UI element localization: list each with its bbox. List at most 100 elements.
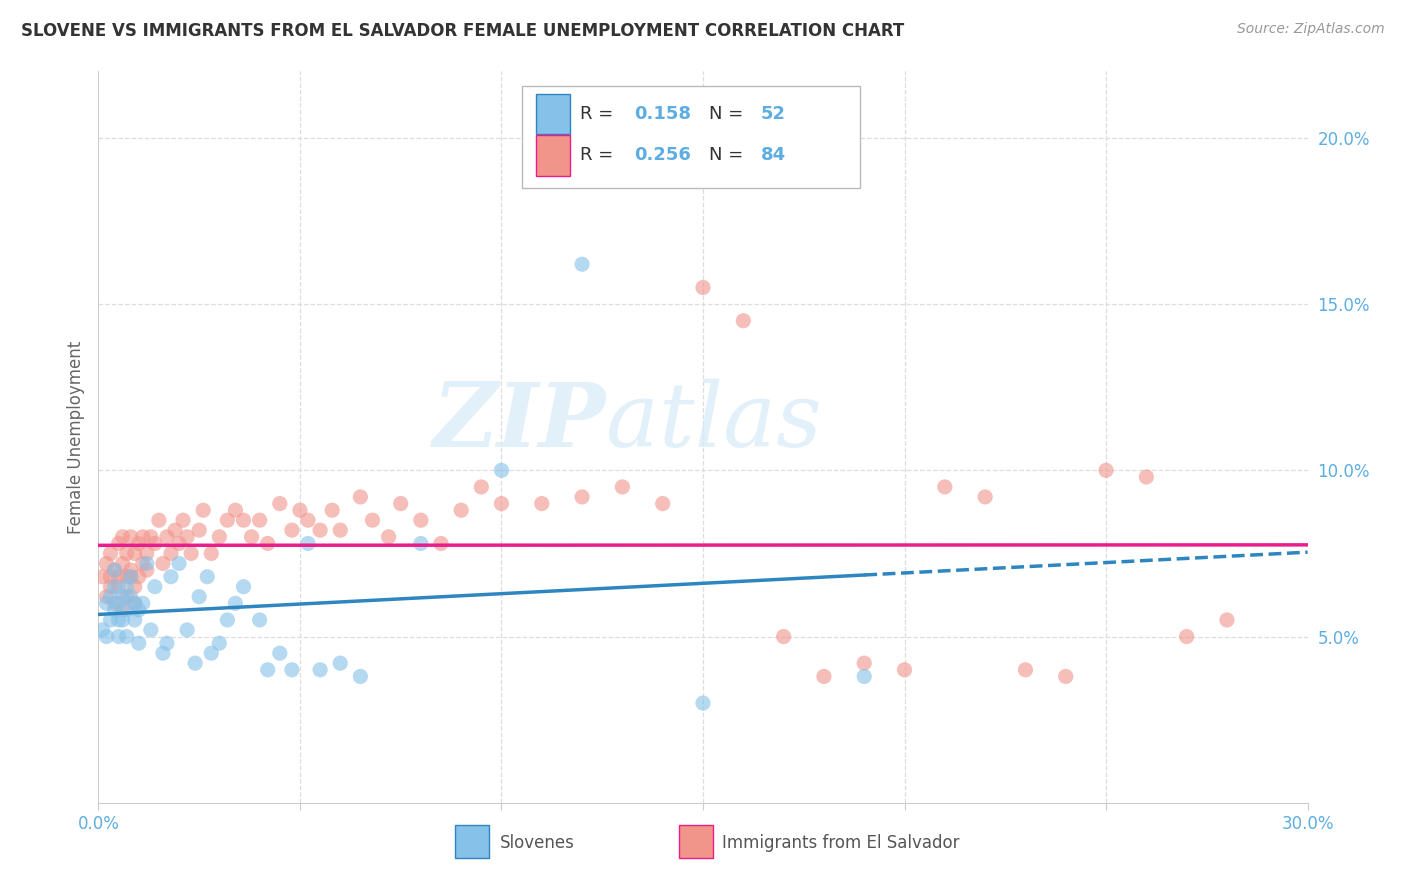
Point: [107, 580, 129, 594]
Point: [103, 563, 125, 577]
Point: [329, 656, 352, 670]
Point: [167, 536, 190, 550]
Point: [143, 580, 166, 594]
Point: [100, 613, 122, 627]
Point: [176, 623, 198, 637]
Point: [120, 570, 142, 584]
Point: [1175, 630, 1198, 644]
Point: [256, 536, 278, 550]
Point: [571, 490, 593, 504]
Point: [111, 530, 134, 544]
Point: [111, 557, 134, 571]
Point: [733, 314, 755, 328]
Point: [256, 663, 278, 677]
Point: [124, 613, 146, 627]
Point: [188, 523, 211, 537]
Point: [195, 570, 218, 584]
Point: [96, 590, 118, 604]
Point: [115, 580, 138, 594]
Point: [974, 490, 997, 504]
Point: [361, 513, 384, 527]
Point: [100, 570, 122, 584]
FancyBboxPatch shape: [536, 94, 569, 134]
Point: [152, 557, 174, 571]
Point: [120, 590, 142, 604]
Point: [132, 530, 155, 544]
Point: [297, 513, 319, 527]
Point: [281, 523, 304, 537]
Point: [200, 546, 222, 560]
Point: [100, 580, 122, 594]
Point: [224, 503, 246, 517]
Point: [349, 669, 371, 683]
Text: ZIP: ZIP: [433, 379, 606, 466]
Text: Slovenes: Slovenes: [501, 834, 575, 852]
Point: [853, 656, 876, 670]
Point: [103, 563, 125, 577]
Point: [103, 580, 125, 594]
Point: [135, 563, 157, 577]
Point: [208, 530, 231, 544]
Point: [321, 503, 343, 517]
Point: [135, 557, 157, 571]
Text: SLOVENE VS IMMIGRANTS FROM EL SALVADOR FEMALE UNEMPLOYMENT CORRELATION CHART: SLOVENE VS IMMIGRANTS FROM EL SALVADOR F…: [21, 22, 904, 40]
Point: [692, 696, 714, 710]
Point: [107, 596, 129, 610]
Y-axis label: Female Unemployment: Female Unemployment: [66, 341, 84, 533]
Text: 52: 52: [761, 104, 786, 123]
Point: [180, 546, 202, 560]
Point: [148, 513, 170, 527]
Point: [128, 570, 150, 584]
Point: [100, 590, 122, 604]
Point: [329, 523, 352, 537]
Point: [1095, 463, 1118, 477]
FancyBboxPatch shape: [522, 86, 860, 188]
Point: [143, 536, 166, 550]
Point: [772, 630, 794, 644]
Point: [160, 570, 183, 584]
Point: [240, 530, 263, 544]
Point: [167, 557, 190, 571]
Point: [132, 596, 155, 610]
Point: [217, 513, 239, 527]
Point: [377, 530, 399, 544]
Point: [135, 546, 157, 560]
Point: [91, 623, 114, 637]
Point: [156, 636, 179, 650]
Point: [813, 669, 835, 683]
FancyBboxPatch shape: [679, 825, 713, 858]
Point: [349, 490, 371, 504]
Point: [188, 590, 211, 604]
Point: [139, 530, 162, 544]
Point: [692, 280, 714, 294]
Point: [107, 613, 129, 627]
Point: [115, 546, 138, 560]
Text: R =: R =: [579, 146, 619, 164]
Text: N =: N =: [709, 146, 749, 164]
Point: [269, 646, 291, 660]
Point: [124, 596, 146, 610]
Point: [409, 536, 432, 550]
Point: [491, 497, 513, 511]
Point: [232, 513, 254, 527]
Point: [160, 546, 183, 560]
Point: [224, 596, 246, 610]
Point: [115, 590, 138, 604]
Point: [1054, 669, 1077, 683]
Point: [530, 497, 553, 511]
FancyBboxPatch shape: [456, 825, 489, 858]
Point: [139, 623, 162, 637]
Point: [176, 530, 198, 544]
Point: [184, 656, 207, 670]
Point: [91, 570, 114, 584]
Text: 0.158: 0.158: [634, 104, 692, 123]
Point: [1135, 470, 1157, 484]
Point: [389, 497, 412, 511]
Point: [470, 480, 492, 494]
Point: [132, 557, 155, 571]
Point: [249, 513, 271, 527]
Point: [111, 613, 134, 627]
Point: [124, 596, 146, 610]
Text: N =: N =: [709, 104, 749, 123]
Point: [107, 536, 129, 550]
